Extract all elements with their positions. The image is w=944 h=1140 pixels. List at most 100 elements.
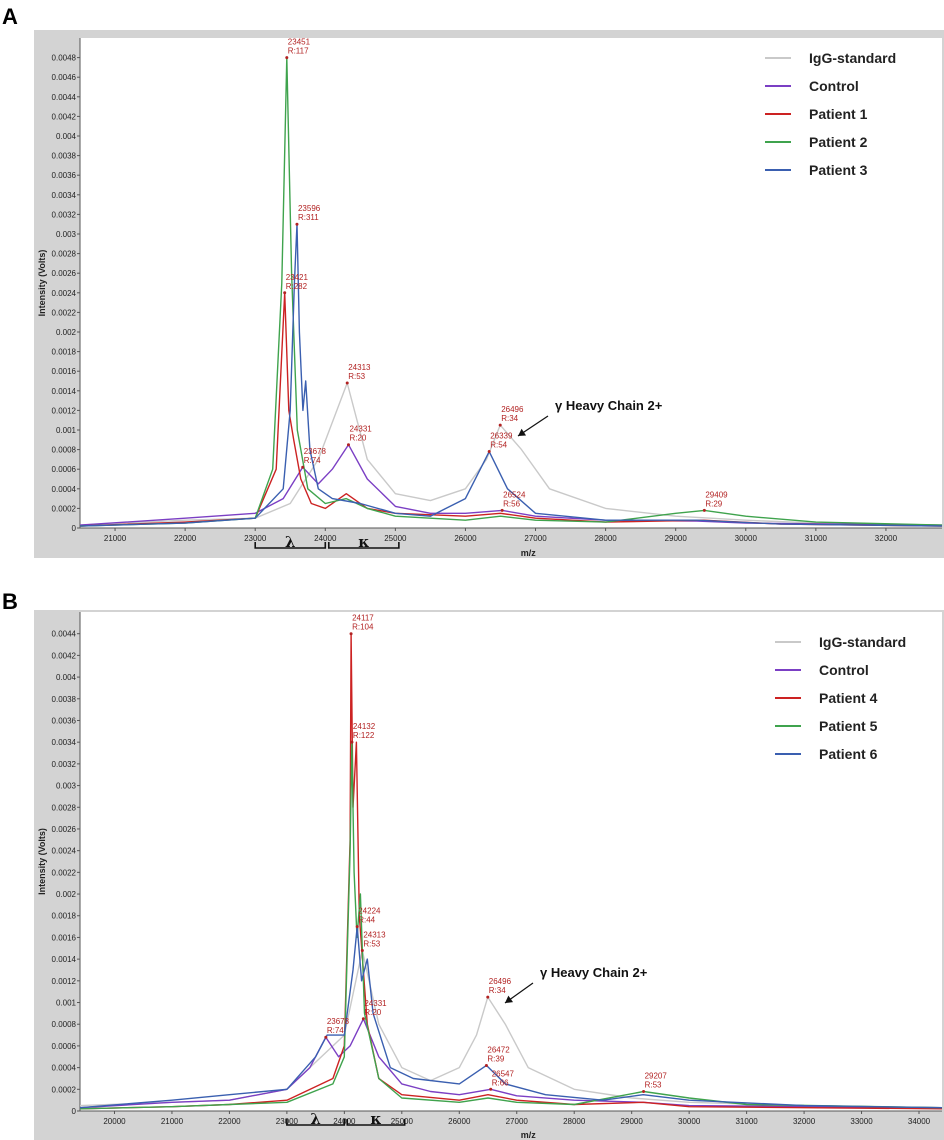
y-tick-label: 0.0004 (52, 1064, 77, 1073)
heavy-chain-annotation: γ Heavy Chain 2+ (540, 965, 648, 980)
x-tick-label: 29000 (621, 1117, 644, 1126)
x-tick-label: 32000 (875, 534, 898, 543)
peak-marker (360, 948, 364, 952)
peak-marker (350, 740, 354, 744)
peak-marker (484, 1063, 488, 1067)
peak-r-label: R:39 (487, 1054, 504, 1063)
chain-bracket (346, 1119, 406, 1126)
panel-a: A 0 0.0002 0.0004 0.0006 0.0008 0.001 0.0012 0.… (0, 0, 944, 568)
peak-r-label: R:104 (352, 623, 374, 632)
y-tick-label: 0.0038 (52, 152, 77, 161)
y-tick-label: 0.0026 (52, 269, 77, 278)
peak-r-label: R:34 (501, 414, 518, 423)
legend-label: IgG-standard (819, 634, 906, 650)
peak-marker (285, 56, 289, 60)
x-tick-label: 21000 (161, 1117, 184, 1126)
panel-label: B (2, 589, 18, 614)
peak-marker (355, 925, 359, 929)
y-axis-title: Intensity (Volts) (37, 828, 47, 895)
chain-bracket-label: λ (310, 1110, 321, 1128)
peak-mz-label: 24313 (348, 363, 371, 372)
x-tick-label: 32000 (793, 1117, 816, 1126)
y-tick-label: 0.002 (56, 890, 77, 899)
legend-label: Patient 3 (809, 162, 868, 178)
y-tick-label: 0.002 (56, 328, 77, 337)
x-tick-label: 22000 (218, 1117, 241, 1126)
chain-bracket-label: κ (370, 1110, 381, 1128)
peak-mz-label: 26339 (490, 432, 513, 441)
y-tick-label: 0.0034 (52, 738, 77, 747)
y-tick-label: 0.0012 (52, 406, 77, 415)
legend-label: Patient 6 (819, 746, 878, 762)
y-tick-label: 0.0022 (52, 868, 77, 877)
y-tick-label: 0.0044 (52, 93, 77, 102)
x-tick-label: 27000 (506, 1117, 529, 1126)
annotation-arrow-head (518, 428, 527, 436)
peak-r-label: R:282 (286, 282, 308, 291)
peak-r-label: R:53 (645, 1080, 662, 1089)
peak-r-label: R:53 (363, 939, 380, 948)
peak-mz-label: 29409 (705, 490, 728, 499)
plot-area (80, 612, 942, 1111)
peak-mz-label: 23451 (288, 38, 311, 47)
y-tick-label: 0.0038 (52, 695, 77, 704)
y-tick-label: 0.0028 (52, 250, 77, 259)
series-line (79, 223, 943, 527)
peak-mz-label: 24132 (353, 722, 376, 731)
peak-marker (283, 291, 287, 295)
peak-marker (346, 443, 350, 447)
x-tick-label: 27000 (524, 534, 547, 543)
y-tick-label: 0.0018 (52, 348, 77, 357)
peak-r-label: R:44 (358, 916, 375, 925)
x-tick-label: 24000 (314, 534, 337, 543)
y-tick-label: 0.0044 (52, 630, 77, 639)
peak-mz-label: 24117 (352, 614, 374, 623)
peak-marker (642, 1089, 646, 1093)
x-tick-label: 33000 (850, 1117, 873, 1126)
chain-bracket (327, 542, 400, 549)
y-tick-label: 0.0014 (52, 387, 77, 396)
chain-bracket-label: λ (285, 533, 296, 551)
peak-mz-label: 26524 (503, 490, 526, 499)
peak-r-label: R:20 (349, 434, 366, 443)
legend-label: Control (819, 662, 869, 678)
series-line (79, 382, 943, 526)
peak-mz-label: 26496 (489, 977, 512, 986)
peak-r-label: R:311 (298, 213, 319, 222)
peak-mz-label: 24313 (363, 930, 386, 939)
peak-mz-label: 23678 (304, 447, 327, 456)
y-tick-label: 0.0036 (52, 716, 77, 725)
peak-marker (295, 222, 299, 226)
x-tick-label: 25000 (384, 534, 407, 543)
y-tick-label: 0.0026 (52, 825, 77, 834)
legend-label: Patient 1 (809, 106, 868, 122)
y-tick-label: 0 (72, 524, 77, 533)
y-tick-label: 0.001 (56, 426, 77, 435)
y-tick-label: 0.0004 (52, 485, 77, 494)
y-tick-label: 0.0008 (52, 1020, 77, 1029)
y-tick-label: 0.0002 (52, 1085, 77, 1094)
series-line (79, 925, 943, 1109)
y-tick-label: 0.0036 (52, 171, 77, 180)
x-tick-label: 21000 (104, 534, 127, 543)
peak-marker (702, 508, 706, 512)
y-tick-label: 0.0032 (52, 760, 77, 769)
x-tick-label: 23000 (244, 534, 267, 543)
peak-r-label: R:74 (304, 456, 321, 465)
x-tick-label: 22000 (174, 534, 197, 543)
peak-mz-label: 26496 (501, 405, 524, 414)
peak-marker (486, 995, 490, 999)
series-line (79, 633, 943, 1110)
y-tick-label: 0.0032 (52, 210, 77, 219)
x-tick-label: 20000 (103, 1117, 126, 1126)
legend-label: Control (809, 78, 859, 94)
legend-label: Patient 5 (819, 718, 878, 734)
peak-r-label: R:29 (705, 499, 722, 508)
peak-marker (498, 423, 502, 427)
peak-mz-label: 24331 (349, 425, 372, 434)
chain-bracket (286, 1119, 346, 1126)
peak-marker (489, 1087, 493, 1091)
y-tick-label: 0.0022 (52, 308, 77, 317)
legend-label: Patient 2 (809, 134, 868, 150)
series-line (79, 741, 943, 1110)
